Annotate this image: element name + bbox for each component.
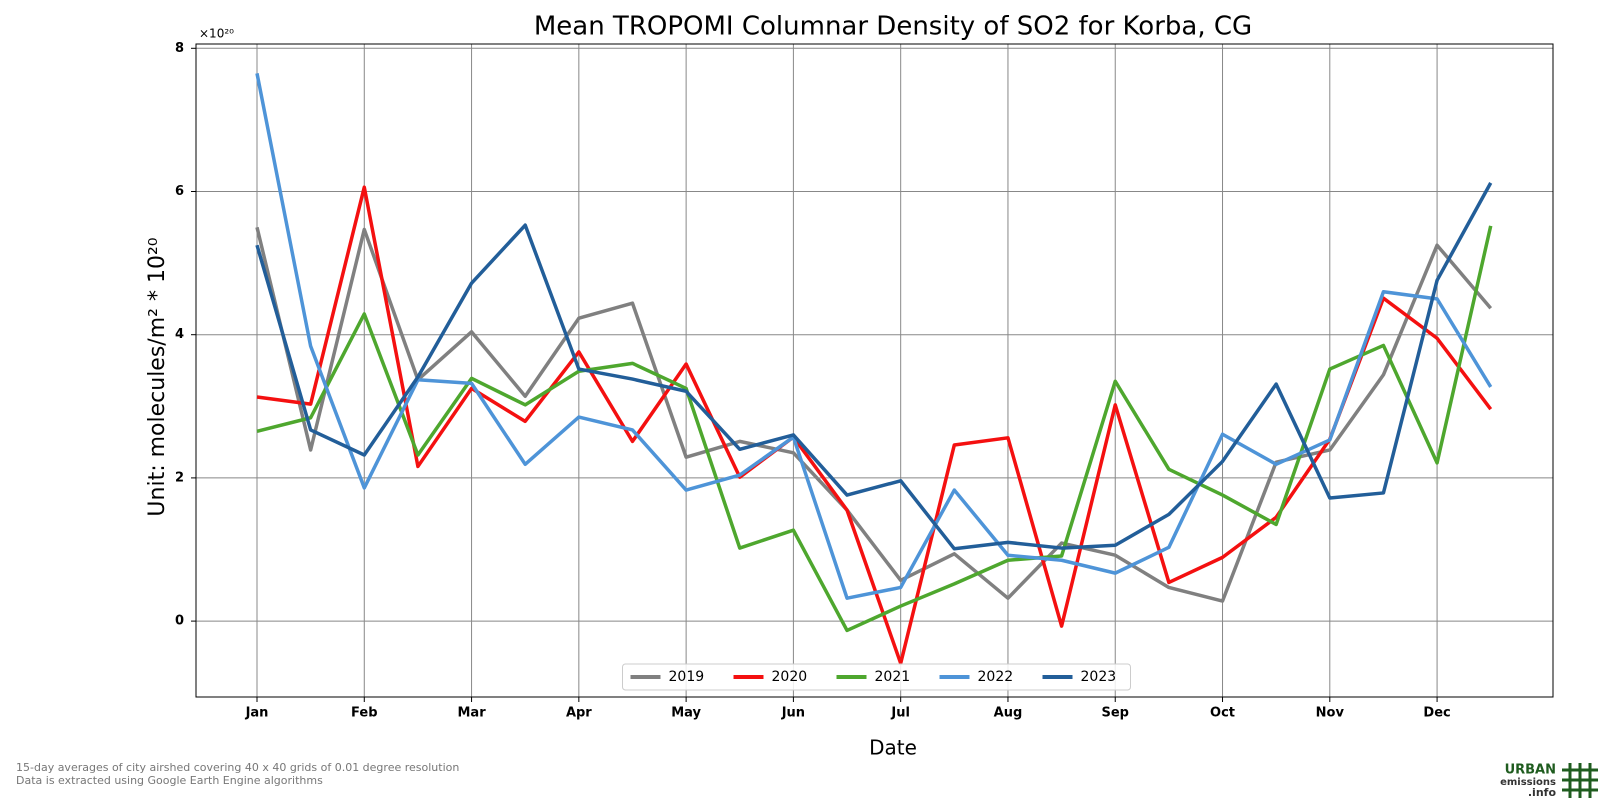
y-tick-label: 6: [175, 184, 184, 199]
chart-title: Mean TROPOMI Columnar Density of SO2 for…: [534, 12, 1252, 42]
legend: 2019 2020 2021 2022 2023: [622, 663, 1131, 691]
logo-text: URBAN: [1505, 763, 1556, 778]
x-tick-label: Jan: [245, 706, 269, 721]
y-tick-label: 2: [175, 470, 184, 485]
x-axis-label: Date: [869, 736, 917, 760]
legend-label: 2022: [978, 669, 1014, 685]
legend-label: 2023: [1081, 669, 1117, 685]
logo-text: .info: [1528, 786, 1557, 799]
note: Data is extracted using Google Earth Eng…: [16, 774, 323, 787]
x-tick-label: Oct: [1210, 706, 1235, 721]
y-tick-label: 4: [175, 327, 184, 342]
x-tick-label: Dec: [1423, 706, 1450, 721]
legend-box: [622, 663, 1131, 691]
plot-frame: [195, 43, 1554, 698]
y-axis-label: Unit: molecules/m² * 10²⁰: [145, 237, 170, 516]
y-tick-label: 8: [175, 41, 184, 56]
legend-label: 2021: [875, 669, 911, 685]
y-tick-label: 0: [175, 614, 184, 629]
legend-label: 2020: [772, 669, 808, 685]
x-tick-label: Mar: [457, 706, 486, 721]
x-tick-label: May: [671, 706, 701, 721]
legend-label: 2019: [669, 669, 705, 685]
x-tick-label: Sep: [1101, 706, 1129, 721]
line-series: [256, 185, 1493, 666]
logo-grid: [1562, 763, 1598, 798]
x-tick-label: Jun: [781, 706, 805, 721]
x-tick-label: Apr: [566, 706, 592, 721]
line-series: [255, 73, 1493, 600]
y-offset-label: ×10²⁰: [199, 27, 234, 41]
x-tick-label: Jul: [890, 706, 910, 721]
note: 15-day averages of city airshed covering…: [16, 761, 459, 774]
x-tick-label: Feb: [351, 706, 377, 721]
line-series: [256, 225, 1493, 633]
line-series: [255, 226, 1493, 603]
logo-text: emissions: [1500, 777, 1556, 788]
line-series: [255, 182, 1493, 551]
x-tick-label: Aug: [994, 706, 1023, 721]
x-tick-label: Nov: [1316, 706, 1345, 721]
